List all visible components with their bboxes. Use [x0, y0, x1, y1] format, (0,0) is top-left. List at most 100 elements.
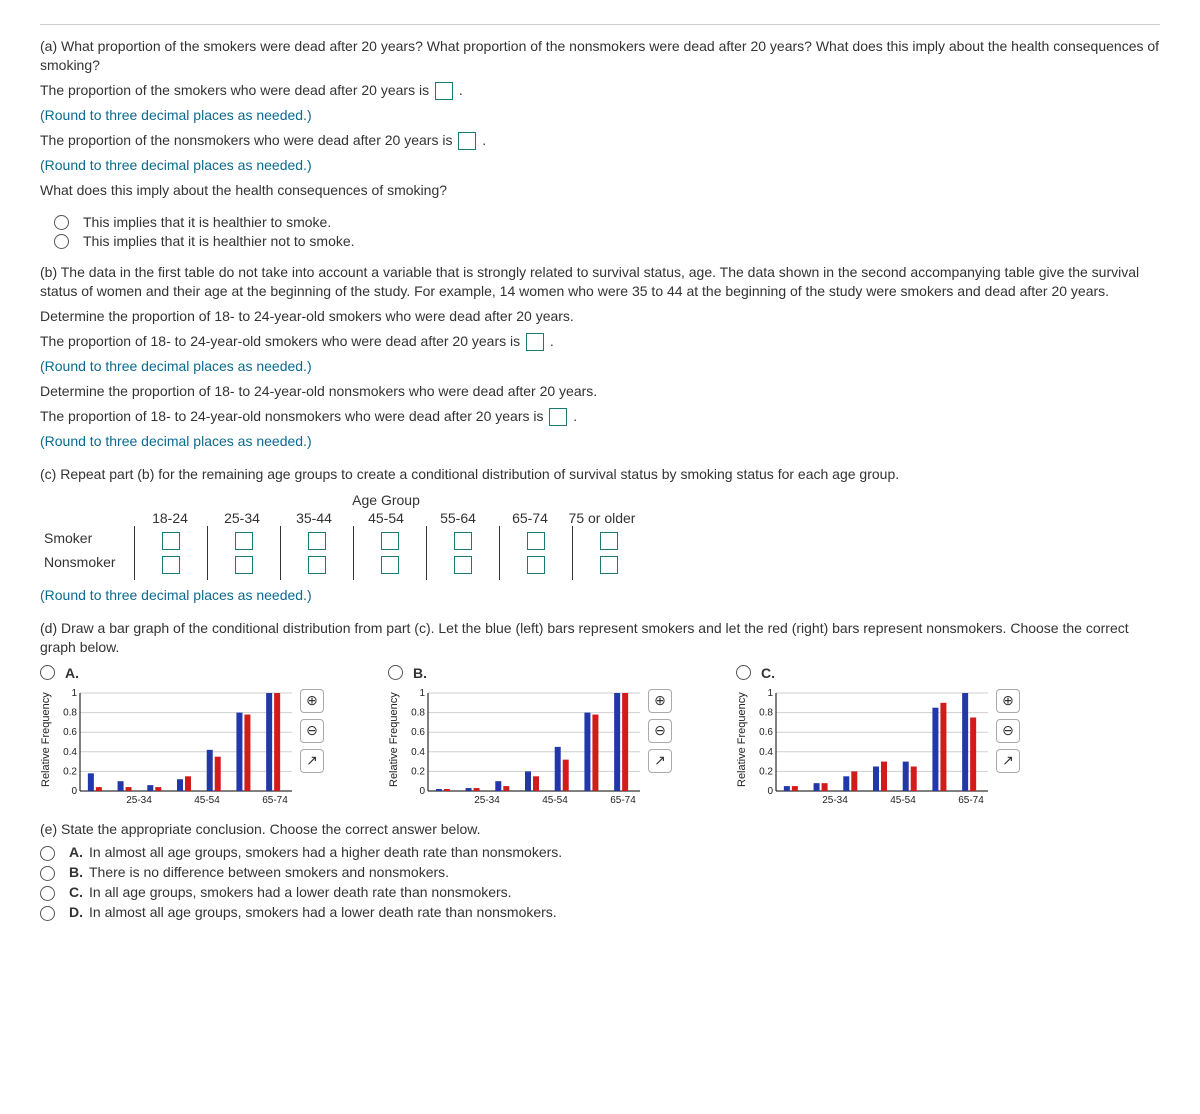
svg-text:1: 1: [419, 688, 425, 699]
radio-icon: [736, 665, 751, 680]
part-b-det-nonsmokers: Determine the proportion of 18- to 24-ye…: [40, 382, 1160, 401]
zoom-out-icon[interactable]: ⊖: [300, 719, 324, 743]
text: .: [573, 408, 577, 424]
part-a-imply-question: What does this imply about the health co…: [40, 181, 1160, 200]
radio-icon: [40, 886, 55, 901]
option-label: This implies that it is healthier to smo…: [83, 214, 331, 230]
radio-icon: [40, 866, 55, 881]
round-hint: (Round to three decimal places as needed…: [40, 586, 1160, 605]
option-label: C.In all age groups, smokers had a lower…: [69, 884, 512, 900]
svg-text:0.4: 0.4: [759, 746, 773, 757]
text: The proportion of 18- to 24-year-old smo…: [40, 333, 524, 349]
svg-text:0.8: 0.8: [759, 707, 773, 718]
table-cell-input[interactable]: [308, 532, 326, 550]
age-group-table: Age Group18-2425-3435-4445-5455-6465-747…: [44, 492, 1160, 580]
svg-text:0: 0: [71, 786, 77, 795]
radio-option[interactable]: A.In almost all age groups, smokers had …: [40, 844, 1160, 861]
radio-option[interactable]: B.There is no difference between smokers…: [40, 864, 1160, 881]
popout-icon[interactable]: ↗: [300, 749, 324, 773]
table-cell-input[interactable]: [527, 532, 545, 550]
table-cell-input[interactable]: [454, 532, 472, 550]
radio-option[interactable]: C.In all age groups, smokers had a lower…: [40, 884, 1160, 901]
svg-text:1: 1: [71, 688, 77, 699]
table-cell-input[interactable]: [381, 532, 399, 550]
table-cell-input[interactable]: [162, 532, 180, 550]
table-cell-input[interactable]: [381, 556, 399, 574]
popout-icon[interactable]: ↗: [648, 749, 672, 773]
y-axis-label: Relative Frequency: [40, 685, 52, 795]
radio-icon: [388, 665, 403, 680]
zoom-in-icon[interactable]: ⊕: [648, 689, 672, 713]
table-cell-input[interactable]: [162, 556, 180, 574]
age-column-header: 75 or older: [566, 510, 638, 526]
radio-option[interactable]: D.In almost all age groups, smokers had …: [40, 904, 1160, 921]
age-column-header: 45-54: [350, 510, 422, 526]
chart-option[interactable]: A.: [40, 665, 328, 681]
svg-text:1: 1: [767, 688, 773, 699]
svg-text:0.2: 0.2: [759, 766, 773, 777]
round-hint: (Round to three decimal places as needed…: [40, 357, 1160, 376]
input-proportion-smokers[interactable]: [435, 82, 453, 100]
row-label: Smoker: [44, 526, 134, 550]
chart-option-letter: C.: [761, 665, 775, 681]
svg-text:0.8: 0.8: [411, 707, 425, 718]
svg-text:0.4: 0.4: [63, 746, 77, 757]
table-cell-input[interactable]: [235, 556, 253, 574]
zoom-in-icon[interactable]: ⊕: [300, 689, 324, 713]
x-axis-ticks: 25-3445-5465-74: [758, 795, 1024, 806]
svg-text:0: 0: [419, 786, 425, 795]
input-b-smokers[interactable]: [526, 333, 544, 351]
x-axis-ticks: 25-3445-5465-74: [62, 795, 328, 806]
round-hint: (Round to three decimal places as needed…: [40, 432, 1160, 451]
radio-icon: [54, 215, 69, 230]
svg-text:0.2: 0.2: [411, 766, 425, 777]
text: .: [482, 132, 486, 148]
age-column-header: 25-34: [206, 510, 278, 526]
table-cell-input[interactable]: [600, 556, 618, 574]
zoom-in-icon[interactable]: ⊕: [996, 689, 1020, 713]
table-cell-input[interactable]: [454, 556, 472, 574]
text: .: [459, 82, 463, 98]
bar-chart: 00.20.40.60.81: [402, 685, 642, 795]
option-label: A.In almost all age groups, smokers had …: [69, 844, 562, 860]
chart-option-letter: A.: [65, 665, 79, 681]
part-b-nonsmokers-line: The proportion of 18- to 24-year-old non…: [40, 407, 1160, 426]
zoom-out-icon[interactable]: ⊖: [996, 719, 1020, 743]
chart-option[interactable]: B.: [388, 665, 676, 681]
table-cell-input[interactable]: [308, 556, 326, 574]
input-proportion-nonsmokers[interactable]: [458, 132, 476, 150]
part-e-text: (e) State the appropriate conclusion. Ch…: [40, 820, 1160, 839]
radio-icon: [54, 234, 69, 249]
popout-icon[interactable]: ↗: [996, 749, 1020, 773]
svg-text:0.6: 0.6: [63, 727, 77, 738]
option-label: This implies that it is healthier not to…: [83, 233, 355, 249]
part-a-smokers-line: The proportion of the smokers who were d…: [40, 81, 1160, 100]
table-cell-input[interactable]: [600, 532, 618, 550]
bar-chart: 00.20.40.60.81: [54, 685, 294, 795]
table-cell-input[interactable]: [235, 532, 253, 550]
radio-option[interactable]: This implies that it is healthier not to…: [54, 233, 1160, 249]
x-axis-ticks: 25-3445-5465-74: [410, 795, 676, 806]
part-a-nonsmokers-line: The proportion of the nonsmokers who wer…: [40, 131, 1160, 150]
svg-text:0: 0: [767, 786, 773, 795]
age-column-header: 65-74: [494, 510, 566, 526]
chart-option-letter: B.: [413, 665, 427, 681]
text: The proportion of 18- to 24-year-old non…: [40, 408, 547, 424]
row-label: Nonsmoker: [44, 550, 134, 574]
round-hint: (Round to three decimal places as needed…: [40, 106, 1160, 125]
part-a-question: (a) What proportion of the smokers were …: [40, 37, 1160, 75]
age-group-title: Age Group: [134, 492, 638, 508]
radio-icon: [40, 846, 55, 861]
bar-chart: 00.20.40.60.81: [750, 685, 990, 795]
age-column-header: 55-64: [422, 510, 494, 526]
round-hint: (Round to three decimal places as needed…: [40, 156, 1160, 175]
input-b-nonsmokers[interactable]: [549, 408, 567, 426]
table-cell-input[interactable]: [527, 556, 545, 574]
radio-option[interactable]: This implies that it is healthier to smo…: [54, 214, 1160, 230]
text: The proportion of the nonsmokers who wer…: [40, 132, 456, 148]
y-axis-label: Relative Frequency: [736, 685, 748, 795]
chart-option[interactable]: C.: [736, 665, 1024, 681]
radio-icon: [40, 665, 55, 680]
text: The proportion of the smokers who were d…: [40, 82, 433, 98]
zoom-out-icon[interactable]: ⊖: [648, 719, 672, 743]
